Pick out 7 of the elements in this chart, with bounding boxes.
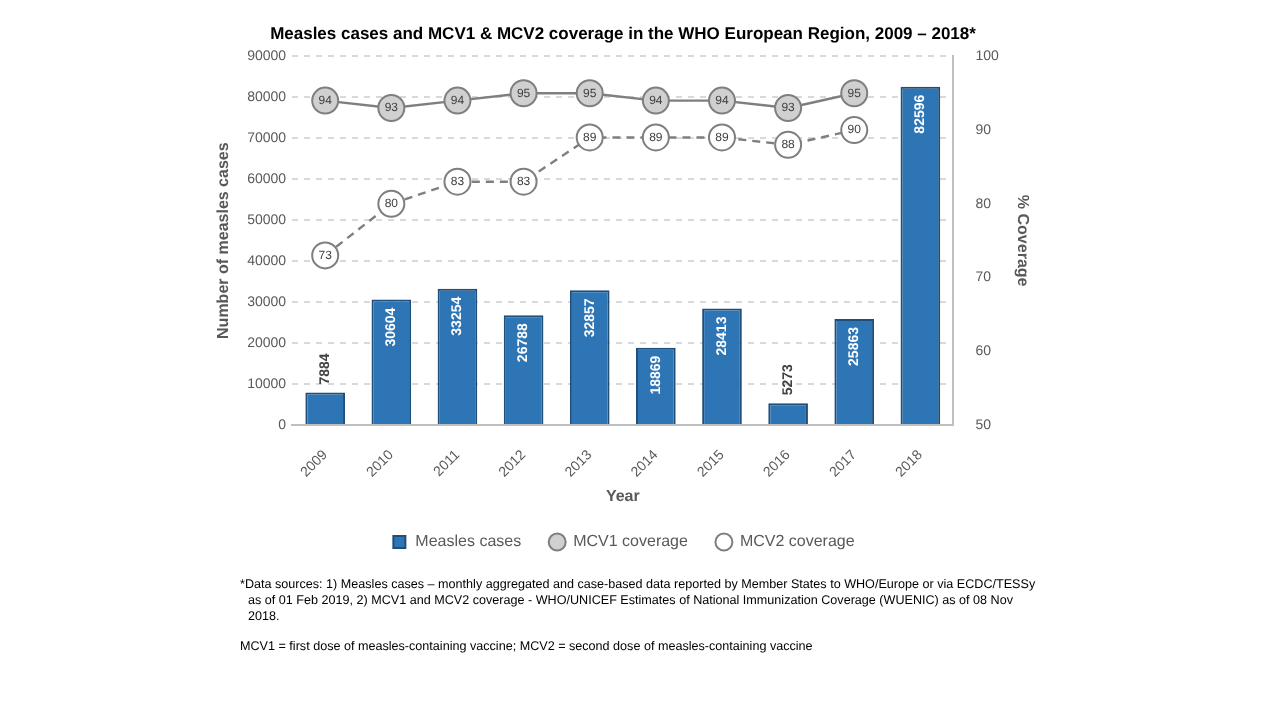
legend-label: MCV1 coverage — [573, 532, 690, 551]
y2-axis-title: % Coverage — [1013, 194, 1032, 288]
chart-title: Measles cases and MCV1 & MCV2 coverage in the WHO European Region, 2009 – 2018* — [270, 22, 978, 43]
legend-label: Measles cases — [415, 532, 522, 551]
y-axis-title: Number of measles cases — [214, 141, 233, 339]
x-axis-title: Year — [605, 486, 640, 505]
legend-label: MCV2 coverage — [739, 532, 856, 551]
